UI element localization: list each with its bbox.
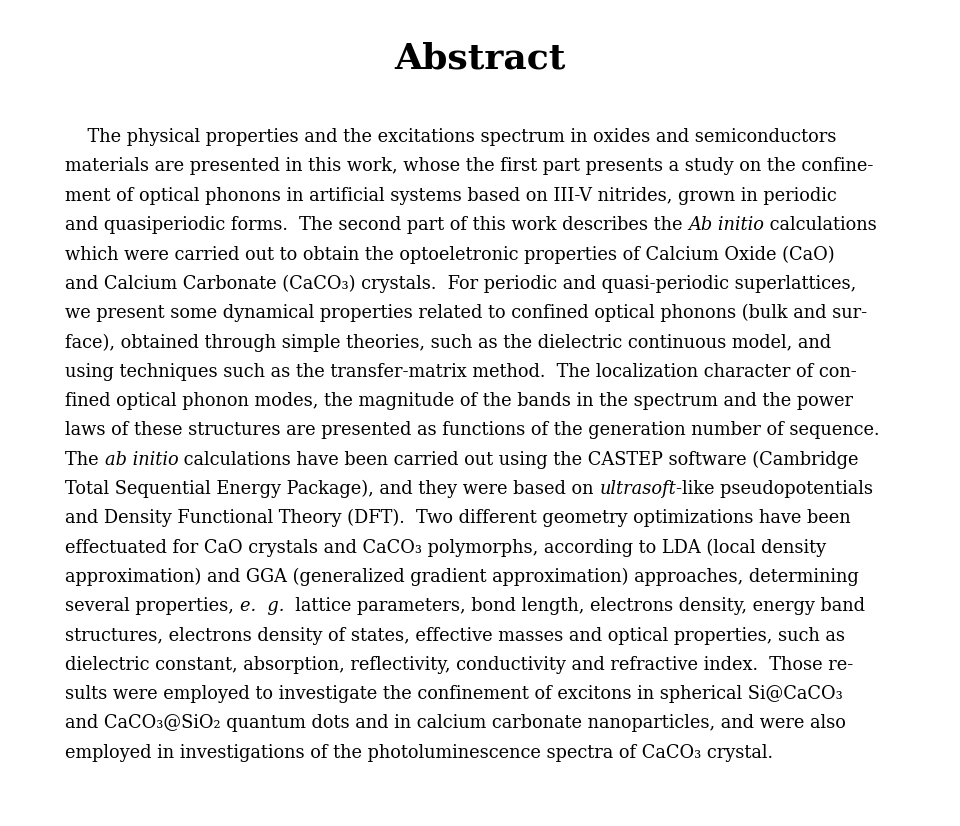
Text: ab initio: ab initio	[105, 450, 179, 468]
Text: e.  g.: e. g.	[240, 597, 284, 615]
Text: dielectric constant, absorption, reflectivity, conductivity and refractive index: dielectric constant, absorption, reflect…	[65, 656, 853, 674]
Text: and Density Functional Theory (DFT).  Two different geometry optimizations have : and Density Functional Theory (DFT). Two…	[65, 509, 851, 528]
Text: The physical properties and the excitations spectrum in oxides and semiconductor: The physical properties and the excitati…	[65, 128, 837, 146]
Text: sults were employed to investigate the confinement of excitons in spherical Si@C: sults were employed to investigate the c…	[65, 685, 843, 703]
Text: and CaCO₃@SiO₂ quantum dots and in calcium carbonate nanoparticles, and were als: and CaCO₃@SiO₂ quantum dots and in calci…	[65, 714, 846, 733]
Text: fined optical phonon modes, the magnitude of the bands in the spectrum and the p: fined optical phonon modes, the magnitud…	[65, 392, 853, 410]
Text: approximation) and GGA (generalized gradient approximation) approaches, determin: approximation) and GGA (generalized grad…	[65, 567, 859, 586]
Text: lattice parameters, bond length, electrons density, energy band: lattice parameters, bond length, electro…	[284, 597, 865, 615]
Text: which were carried out to obtain the optoeletronic properties of Calcium Oxide (: which were carried out to obtain the opt…	[65, 245, 835, 263]
Text: effectuated for CaO crystals and CaCO₃ polymorphs, according to LDA (local densi: effectuated for CaO crystals and CaCO₃ p…	[65, 539, 827, 557]
Text: employed in investigations of the photoluminescence spectra of CaCO₃ crystal.: employed in investigations of the photol…	[65, 743, 774, 762]
Text: ment of optical phonons in artificial systems based on III-V nitrides, grown in : ment of optical phonons in artificial sy…	[65, 187, 837, 205]
Text: materials are presented in this work, whose the first part presents a study on t: materials are presented in this work, wh…	[65, 157, 874, 175]
Text: ultrasoft: ultrasoft	[599, 480, 676, 498]
Text: several properties,: several properties,	[65, 597, 240, 615]
Text: calculations: calculations	[764, 216, 877, 234]
Text: The: The	[65, 450, 105, 468]
Text: and Calcium Carbonate (CaCO₃) crystals.  For periodic and quasi-periodic superla: and Calcium Carbonate (CaCO₃) crystals. …	[65, 274, 856, 293]
Text: Total Sequential Energy Package), and they were based on: Total Sequential Energy Package), and th…	[65, 480, 599, 498]
Text: -like pseudopotentials: -like pseudopotentials	[676, 480, 874, 498]
Text: and quasiperiodic forms.  The second part of this work describes the: and quasiperiodic forms. The second part…	[65, 216, 688, 234]
Text: calculations have been carried out using the CASTEP software (Cambridge: calculations have been carried out using…	[179, 450, 858, 469]
Text: using techniques such as the transfer-matrix method.  The localization character: using techniques such as the transfer-ma…	[65, 363, 857, 381]
Text: structures, electrons density of states, effective masses and optical properties: structures, electrons density of states,…	[65, 626, 845, 644]
Text: face), obtained through simple theories, such as the dielectric continuous model: face), obtained through simple theories,…	[65, 333, 831, 352]
Text: Ab initio: Ab initio	[688, 216, 764, 234]
Text: we present some dynamical properties related to confined optical phonons (bulk a: we present some dynamical properties rel…	[65, 304, 868, 322]
Text: Abstract: Abstract	[395, 41, 565, 75]
Text: laws of these structures are presented as functions of the generation number of : laws of these structures are presented a…	[65, 421, 879, 439]
